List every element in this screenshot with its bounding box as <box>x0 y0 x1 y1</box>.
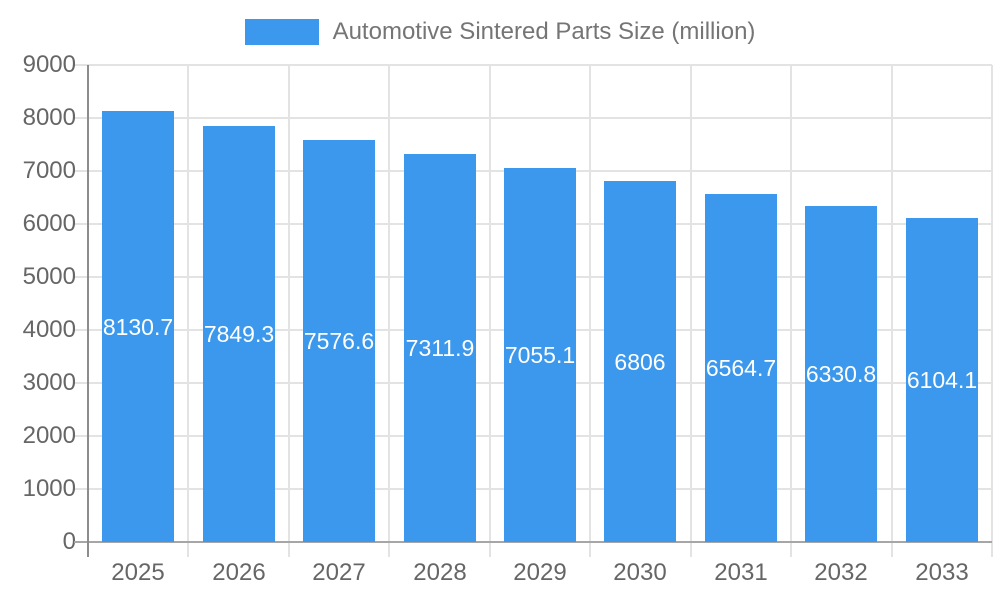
bar[interactable] <box>604 181 676 542</box>
y-axis-tick-label: 3000 <box>22 369 76 396</box>
x-gridline <box>488 65 491 557</box>
bar[interactable] <box>805 206 877 542</box>
y-axis-tick-label: 2000 <box>22 422 76 449</box>
bar-value-label: 7849.3 <box>203 321 275 347</box>
x-gridline <box>589 65 592 557</box>
bar-value-label: 7311.9 <box>405 335 475 361</box>
y-axis-tick-label: 6000 <box>22 210 76 237</box>
legend: Automotive Sintered Parts Size (million) <box>0 18 1000 46</box>
bar-value-label: 6104.1 <box>906 367 978 393</box>
x-axis-tick-label: 2029 <box>513 559 567 586</box>
x-gridline <box>790 65 793 557</box>
x-axis-tick-label: 2032 <box>814 559 868 586</box>
y-axis-tick-label: 9000 <box>22 51 76 78</box>
bar-value-label: 6806 <box>614 349 666 375</box>
y-axis-line <box>87 65 89 557</box>
x-axis-tick-label: 2027 <box>312 559 366 586</box>
bar-value-label: 7055.1 <box>504 342 576 368</box>
x-axis-tick-label: 2028 <box>413 559 467 586</box>
bar[interactable] <box>705 194 777 542</box>
x-axis-tick-label: 2033 <box>915 559 969 586</box>
y-axis-tick-label: 5000 <box>22 263 76 290</box>
x-gridline <box>388 65 391 557</box>
x-axis-tick-label: 2025 <box>111 559 165 586</box>
bar-value-label: 6330.8 <box>805 361 877 387</box>
bar[interactable] <box>303 140 375 542</box>
bar[interactable] <box>906 218 978 542</box>
bar-value-label: 8130.7 <box>102 314 174 340</box>
bar-value-label: 7576.6 <box>303 328 375 354</box>
x-axis-tick-label: 2030 <box>613 559 667 586</box>
x-gridline <box>689 65 692 557</box>
x-gridline <box>991 65 993 557</box>
y-axis-tick-label: 4000 <box>22 316 76 343</box>
y-axis-tick-label: 8000 <box>22 104 76 131</box>
x-gridline <box>890 65 893 557</box>
x-axis-line <box>74 541 992 543</box>
bar[interactable] <box>102 111 174 542</box>
y-axis-tick-label: 7000 <box>22 157 76 184</box>
x-axis-tick-label: 2026 <box>212 559 266 586</box>
x-gridline <box>187 65 190 557</box>
legend-label: Automotive Sintered Parts Size (million) <box>332 18 756 45</box>
bar[interactable] <box>404 154 476 542</box>
bar[interactable] <box>203 126 275 542</box>
bar-value-label: 6564.7 <box>705 355 777 381</box>
y-axis-tick-label: 1000 <box>22 475 76 502</box>
y-axis-tick-label: 0 <box>62 528 76 555</box>
x-gridline <box>287 65 290 557</box>
y-gridline <box>74 64 992 66</box>
legend-swatch <box>244 19 319 45</box>
bar[interactable] <box>504 168 576 542</box>
x-axis-tick-label: 2031 <box>714 559 768 586</box>
y-gridline <box>74 117 992 119</box>
